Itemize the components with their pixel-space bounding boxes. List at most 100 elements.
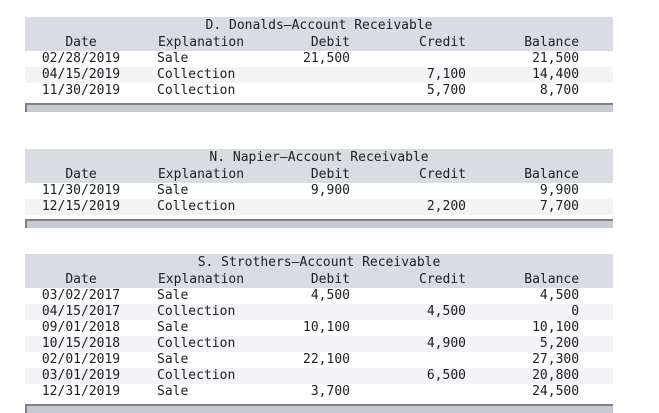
cell-date: 03/01/2019	[41, 368, 121, 383]
cell-credit: 5,700	[426, 83, 466, 98]
column-header-date: Date	[25, 34, 137, 51]
cell-credit	[355, 320, 470, 336]
cell-credit: 4,900	[426, 336, 466, 351]
cell-explanation: Sale	[157, 384, 189, 399]
ledger-block: S. Strothers—Account Receivable Date Exp…	[0, 254, 659, 413]
ledger-column-header-row: Date Explanation Debit Credit Balance	[25, 166, 614, 183]
cell-credit	[355, 51, 470, 67]
column-header-debit: Debit	[265, 271, 355, 288]
ledger-entry-row: 03/02/2017 Sale 4,500 4,500	[25, 288, 613, 304]
column-header-explanation: Explanation	[137, 34, 265, 51]
cell-date: 03/02/2017	[41, 288, 121, 303]
cell-balance: 9,900	[539, 183, 580, 198]
column-header-debit: Debit	[265, 34, 355, 51]
ledger-entry-row: 02/01/2019 Sale 22,100 27,300	[25, 352, 613, 368]
column-header-debit: Debit	[265, 166, 355, 183]
column-header-date: Date	[25, 166, 137, 183]
cell-explanation: Collection	[157, 368, 236, 383]
cell-date: 04/15/2017	[41, 304, 121, 319]
cell-balance: 14,400	[532, 67, 580, 82]
ledger-title: D. Donalds—Account Receivable	[25, 17, 614, 34]
ledger-table-body: 02/28/2019 Sale 21,500 21,500 04/15/2019…	[25, 51, 614, 99]
cell-explanation: Sale	[157, 288, 189, 303]
ledger-block: D. Donalds—Account Receivable Date Expla…	[0, 17, 659, 112]
cell-debit: 10,100	[303, 320, 350, 335]
ledger-title-row: D. Donalds—Account Receivable	[25, 17, 614, 34]
cell-balance: 8,700	[539, 83, 580, 98]
cell-balance: 27,300	[532, 352, 580, 367]
ledger-entry-row: 11/30/2019 Sale 9,900 9,900	[25, 183, 613, 199]
ledger-entry-row: 04/15/2019 Collection 7,100 14,400	[25, 67, 614, 83]
cell-balance: 10,100	[532, 320, 580, 335]
cell-explanation: Collection	[157, 199, 236, 214]
horizontal-scrollbar[interactable]	[25, 404, 613, 413]
cell-balance: 21,500	[532, 51, 580, 66]
ledger-block: N. Napier—Account Receivable Date Explan…	[0, 149, 659, 228]
ledger-title: S. Strothers—Account Receivable	[25, 254, 614, 271]
ledger-column-header-row: Date Explanation Debit Credit Balance	[25, 271, 614, 288]
column-header-credit: Credit	[355, 166, 470, 183]
cell-balance: 24,500	[532, 384, 580, 399]
ledger-table-body: 03/02/2017 Sale 4,500 4,500 04/15/2017 C…	[25, 288, 614, 400]
column-header-credit: Credit	[355, 271, 470, 288]
cell-debit: 21,500	[303, 51, 350, 66]
ledger-entry-row: 09/01/2018 Sale 10,100 10,100	[25, 320, 613, 336]
cell-balance: 7,700	[539, 199, 580, 214]
cell-credit	[355, 183, 470, 199]
ledger-entry-row: 04/15/2017 Collection 4,500 0	[25, 304, 614, 320]
horizontal-scrollbar[interactable]	[25, 219, 613, 228]
cell-date: 02/28/2019	[41, 51, 121, 66]
cell-debit	[265, 67, 355, 83]
cell-debit: 4,500	[310, 288, 350, 303]
ledger-title-row: S. Strothers—Account Receivable	[25, 254, 614, 271]
ledger-table: S. Strothers—Account Receivable Date Exp…	[25, 254, 614, 400]
cell-balance: 4,500	[539, 288, 580, 303]
cell-explanation: Collection	[157, 304, 236, 319]
horizontal-scrollbar[interactable]	[25, 103, 613, 112]
cell-date: 09/01/2018	[41, 320, 121, 335]
cell-credit: 2,200	[426, 199, 466, 214]
cell-explanation: Sale	[157, 183, 189, 198]
ledger-entry-row: 03/01/2019 Collection 6,500 20,800	[25, 368, 614, 384]
ledger-title-row: N. Napier—Account Receivable	[25, 149, 614, 166]
cell-credit: 6,500	[426, 368, 466, 383]
cell-date: 11/30/2019	[41, 83, 121, 98]
cell-debit	[265, 199, 355, 215]
ledger-table: N. Napier—Account Receivable Date Explan…	[25, 149, 614, 215]
cell-debit: 22,100	[303, 352, 350, 367]
column-header-date: Date	[25, 271, 137, 288]
column-header-balance: Balance	[470, 34, 614, 51]
column-header-balance: Balance	[470, 271, 614, 288]
cell-credit	[355, 352, 470, 368]
cell-date: 11/30/2019	[41, 183, 121, 198]
cell-credit: 7,100	[426, 67, 466, 82]
cell-explanation: Collection	[157, 67, 236, 82]
cell-debit	[265, 336, 355, 352]
ledger-entry-row: 11/30/2019 Collection 5,700 8,700	[25, 83, 613, 99]
ledger-title: N. Napier—Account Receivable	[25, 149, 614, 166]
cell-debit: 3,700	[310, 384, 350, 399]
cell-debit	[265, 83, 355, 99]
ledger-entry-row: 12/15/2019 Collection 2,200 7,700	[25, 199, 614, 215]
cell-date: 04/15/2019	[41, 67, 121, 82]
cell-credit	[355, 288, 470, 304]
cell-balance: 0	[571, 304, 580, 319]
cell-explanation: Sale	[157, 352, 189, 367]
column-header-explanation: Explanation	[137, 166, 265, 183]
ledger-table-body: 11/30/2019 Sale 9,900 9,900 12/15/2019 C…	[25, 183, 614, 215]
cell-date: 10/15/2018	[41, 336, 121, 351]
ledger-entry-row: 10/15/2018 Collection 4,900 5,200	[25, 336, 614, 352]
cell-date: 02/01/2019	[41, 352, 121, 367]
column-header-credit: Credit	[355, 34, 470, 51]
cell-date: 12/15/2019	[41, 199, 121, 214]
cell-balance: 20,800	[532, 368, 580, 383]
cell-credit: 4,500	[426, 304, 466, 319]
ledger-entry-row: 02/28/2019 Sale 21,500 21,500	[25, 51, 613, 67]
cell-explanation: Collection	[157, 336, 236, 351]
cell-balance: 5,200	[539, 336, 580, 351]
ledger-entry-row: 12/31/2019 Sale 3,700 24,500	[25, 384, 613, 400]
cell-credit	[355, 384, 470, 400]
cell-debit	[265, 368, 355, 384]
cell-explanation: Sale	[157, 320, 189, 335]
